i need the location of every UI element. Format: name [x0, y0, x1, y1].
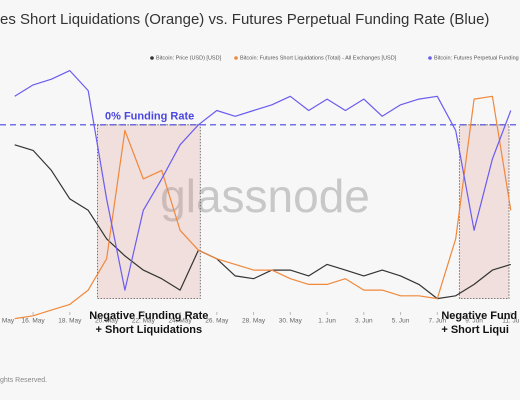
footer: ghts Reserved. [0, 377, 47, 384]
highlight-label: Negative Funding Rate [89, 310, 208, 322]
legend-marker [234, 56, 238, 60]
highlight-region [458, 124, 510, 300]
x-tick-label: 20. May [95, 318, 119, 325]
x-tick-label: 22. May [132, 318, 156, 325]
chart-title: es Short Liquidations (Orange) vs. Futur… [0, 11, 489, 28]
highlight-region [96, 124, 201, 300]
highlight-label: + Short Liqui [441, 324, 509, 336]
x-tick-label: 18. May [58, 318, 82, 325]
x-tick-label: 30. May [279, 318, 303, 325]
x-tick-label: 9. Jun [465, 318, 483, 325]
x-tick-label: 11. Ju [502, 318, 520, 325]
x-tick-label: 7. Jun [428, 318, 446, 325]
legend-label: Bitcoin: Futures Short Liquidations (Tot… [240, 55, 397, 61]
series-line [14, 70, 512, 291]
x-tick-label: 1. Jun [318, 318, 336, 325]
reference-label: 0% Funding Rate [105, 111, 194, 123]
highlight-label: + Short Liquidations [96, 324, 203, 336]
series-line [14, 95, 512, 320]
highlight-label: Negative Fund [441, 310, 517, 322]
x-tick-label: 16. May [22, 318, 46, 325]
x-tick-label: 24. May [169, 318, 193, 325]
legend-marker [150, 56, 154, 60]
x-tick-label: 26. May [205, 318, 229, 325]
legend-label: Bitcoin: Price (USD) [USD] [156, 55, 222, 61]
x-tick-label: May [2, 318, 15, 325]
watermark: glassnode [160, 170, 370, 222]
x-tick-label: 28. May [242, 318, 266, 325]
x-tick-label: 3. Jun [355, 318, 373, 325]
legend-label: Bitcoin: Futures Perpetual Funding Rat [434, 55, 520, 61]
series-line [14, 144, 511, 300]
legend-marker [428, 56, 432, 60]
x-tick-label: 5. Jun [392, 318, 410, 325]
